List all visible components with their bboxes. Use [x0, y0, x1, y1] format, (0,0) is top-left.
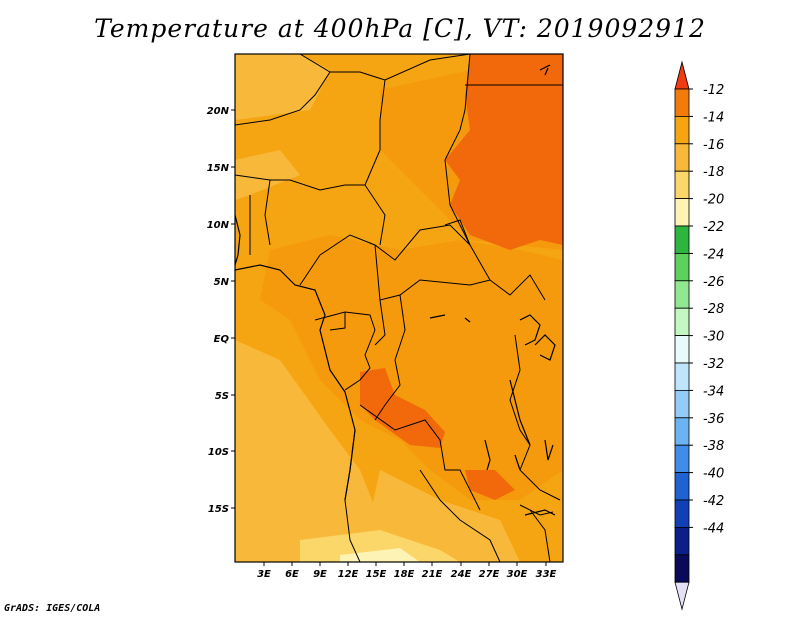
colorbar-label: -28	[703, 302, 724, 317]
colorbar: -12 -14 -16 -18 -20 -22 -24 -26 -28 -30 -32 -34 -36 -…	[674, 60, 724, 611]
lon-label: 24E	[451, 569, 472, 580]
lat-label: 20N	[207, 106, 230, 117]
colorbar-segment	[674, 307, 690, 337]
colorbar-segment	[674, 170, 690, 199]
lat-label: 10N	[207, 220, 230, 231]
colorbar-segment	[674, 581, 690, 611]
colorbar-segment	[674, 417, 690, 446]
lon-label: 15E	[366, 569, 387, 580]
colorbar-segment	[674, 472, 690, 501]
colorbar-segment	[674, 116, 690, 145]
colorbar-segment	[674, 60, 690, 90]
colorbar-label: -38	[703, 439, 724, 454]
colorbar-label: -22	[703, 220, 724, 235]
colorbar-label: -42	[703, 494, 724, 509]
lon-label: 9E	[313, 569, 327, 580]
colorbar-segment	[674, 444, 690, 474]
colorbar-segment	[674, 225, 690, 254]
colorbar-label: -30	[703, 330, 724, 345]
colorbar-label: -40	[703, 467, 724, 482]
temperature-field	[235, 54, 563, 562]
map-title: Temperature at 400hPa [C], VT: 201909291…	[94, 14, 706, 43]
lat-label: 5S	[215, 391, 229, 402]
colorbar-label: -26	[703, 275, 724, 290]
colorbar-label: -44	[703, 521, 724, 536]
lon-label: 3E	[257, 569, 271, 580]
lat-label: 5N	[214, 277, 230, 288]
colorbar-segment	[674, 554, 690, 583]
colorbar-label: -18	[703, 165, 724, 180]
colorbar-segment	[674, 252, 690, 282]
colorbar-segment	[674, 88, 690, 117]
colorbar-label: -12	[703, 83, 724, 98]
colorbar-segment	[674, 143, 690, 172]
colorbar-segment	[674, 198, 690, 227]
colorbar-segment	[674, 499, 690, 528]
colorbar-segment	[674, 335, 690, 364]
lat-label: 15S	[208, 504, 229, 515]
colorbar-label: -14	[703, 110, 724, 125]
colorbar-segment	[674, 280, 690, 309]
colorbar-label: -24	[703, 247, 724, 262]
colorbar-segment	[674, 527, 690, 556]
colorbar-label: -36	[703, 412, 724, 427]
colorbar-segment	[674, 362, 690, 391]
lat-label: 15N	[207, 163, 230, 174]
longitude-axis: 3E 6E 9E 12E 15E 18E 21E 24E 27E 30E 33E	[257, 562, 557, 580]
lon-label: 6E	[285, 569, 299, 580]
colorbar-label: -34	[703, 384, 724, 399]
coastline	[235, 64, 556, 516]
map-frame	[234, 53, 564, 563]
colorbar-label: -16	[703, 138, 724, 153]
lat-label: EQ	[214, 334, 230, 345]
latitude-axis: 20N 15N 10N 5N EQ 5S 10S 15S	[207, 106, 235, 515]
colorbar-label: -32	[703, 357, 724, 372]
lon-label: 12E	[338, 569, 359, 580]
lat-label: 10S	[208, 447, 229, 458]
lon-label: 33E	[536, 569, 557, 580]
lon-label: 21E	[422, 569, 443, 580]
colorbar-label: -20	[703, 193, 724, 208]
colorbar-segment	[674, 389, 690, 419]
lon-label: 18E	[394, 569, 415, 580]
grads-credit: GrADS: IGES/COLA	[4, 603, 101, 614]
lon-label: 27E	[479, 569, 500, 580]
country-borders	[235, 54, 563, 562]
lon-label: 30E	[507, 569, 528, 580]
